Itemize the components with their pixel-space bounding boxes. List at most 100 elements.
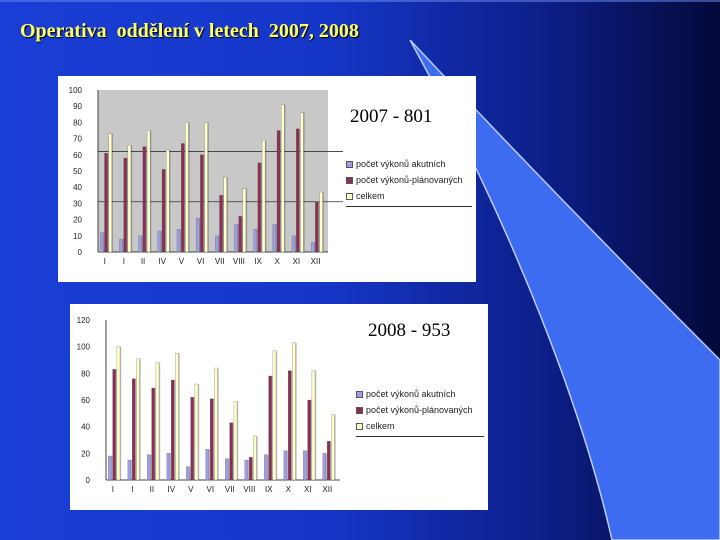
x-tick-label: IX: [265, 485, 273, 494]
bar-celkem: [116, 346, 121, 481]
x-tick-label: XI: [304, 485, 312, 494]
x-tick-label: XII: [311, 257, 321, 266]
bar-planovanych-shade: [126, 158, 128, 252]
bar-planovanych-shade: [174, 380, 176, 480]
bar-akutnich: [310, 242, 315, 253]
bar-celkem: [185, 122, 189, 253]
bar-celkem: [242, 188, 247, 253]
bar-akutnich: [234, 224, 238, 253]
bar-akutnich-shade: [275, 224, 278, 252]
slide-title: Operativa oddělení v letech 2007, 2008: [20, 20, 359, 42]
chart-2008: 0 20 40 60 80 100 120 I I II IV V VI VII VIII IX X XI XII …: [70, 304, 488, 510]
bar-celkem-shade: [237, 401, 239, 480]
x-tick-label: VI: [197, 257, 205, 266]
x-tick-label: V: [188, 485, 194, 494]
bar-planovanych-shade: [280, 130, 282, 252]
bar-akutnich-shade: [267, 454, 269, 480]
bar-celkem-shade: [178, 353, 180, 480]
chart-2007-title: 2007 - 801: [350, 106, 433, 127]
bar-celkem-shade: [276, 350, 278, 480]
bar-celkem-shade: [303, 112, 305, 253]
bar-akutnich-shade: [306, 450, 308, 480]
bar-akutnich: [283, 450, 288, 481]
bar-celkem: [331, 414, 335, 481]
bar-akutnich: [225, 458, 229, 481]
bar-celkem: [319, 191, 323, 253]
legend-label-akutnich: počet výkonů akutních: [366, 389, 456, 399]
bar-planovanych-shade: [271, 376, 273, 480]
bar-celkem-shade: [334, 414, 336, 480]
bar-planovanych: [287, 370, 292, 481]
bar-planovanych: [326, 441, 331, 481]
bar-celkem: [223, 177, 227, 253]
legend-swatch-planovanych: [356, 406, 363, 414]
bar-akutnich: [244, 459, 249, 481]
legend-label-akutnich: počet výkonů akutních: [356, 159, 446, 169]
x-tick-label: IV: [168, 485, 176, 494]
bar-akutnich-shade: [218, 235, 220, 252]
bar-planovanych-shade: [299, 128, 301, 252]
bar-celkem-shade: [188, 122, 190, 253]
y-tick-label: 0: [86, 476, 91, 485]
legend-label-celkem: celkem: [356, 191, 385, 201]
bar-akutnich: [303, 450, 307, 481]
bar-celkem-shade: [111, 133, 113, 252]
bar-akutnich-shade: [325, 453, 328, 480]
legend-item-akutnich: počet výkonů akutních: [356, 386, 484, 402]
bar-celkem: [127, 144, 132, 253]
bar-akutnich-shade: [256, 229, 258, 252]
bar-celkem: [281, 104, 285, 253]
bar-planovanych: [229, 422, 233, 481]
bar-akutnich-shade: [286, 450, 289, 480]
bar-celkem: [108, 133, 112, 253]
bar-celkem: [155, 362, 160, 481]
y-tick-label: 20: [73, 216, 82, 225]
bar-celkem: [253, 435, 257, 481]
bar-planovanych-shade: [135, 378, 137, 480]
bar-planovanych-shade: [193, 397, 195, 480]
x-tick-label: II: [150, 485, 154, 494]
bar-celkem: [292, 342, 296, 481]
chart-2008-legend: počet výkonů akutních počet výkonů-pláno…: [356, 386, 484, 437]
y-tick-label: 60: [73, 151, 82, 160]
bar-planovanych-shade: [184, 143, 186, 252]
bar-akutnich-shade: [237, 224, 239, 252]
bar-celkem-shade: [169, 149, 171, 252]
legend-label-planovanych: počet výkonů-plánovaných: [356, 175, 463, 185]
legend-item-planovanych: počet výkonů-plánovaných: [346, 172, 472, 188]
bar-celkem: [214, 367, 218, 481]
y-tick-label: 100: [69, 86, 83, 95]
y-tick-label: 70: [73, 135, 82, 144]
bar-akutnich: [157, 230, 161, 253]
bar-akutnich: [166, 453, 171, 481]
bar-celkem: [311, 370, 316, 481]
bar-akutnich: [253, 229, 257, 253]
bar-planovanych: [104, 153, 108, 253]
bar-planovanych: [123, 157, 127, 253]
bar-akutnich: [138, 235, 142, 253]
x-tick-label: VII: [225, 485, 235, 494]
bar-akutnich-shade: [189, 466, 191, 480]
legend-item-planovanych: počet výkonů-plánovaných: [356, 402, 484, 418]
bar-akutnich: [127, 459, 132, 481]
plot-area: [98, 90, 328, 252]
bar-planovanych-shade: [232, 422, 234, 480]
bar-celkem: [300, 112, 304, 253]
legend-item-celkem: celkem: [346, 188, 472, 204]
bar-celkem-shade: [120, 346, 122, 480]
legend-swatch-celkem: [356, 422, 363, 430]
bar-celkem: [233, 401, 238, 481]
bar-planovanych: [181, 143, 185, 253]
bar-akutnich-shade: [208, 449, 211, 480]
x-tick-label: V: [179, 257, 185, 266]
bar-akutnich: [108, 455, 112, 481]
bar-planovanych-shade: [291, 370, 293, 480]
y-tick-label: 80: [81, 369, 90, 378]
x-tick-label: VI: [207, 485, 215, 494]
y-tick-label: 40: [81, 423, 90, 432]
bar-planovanych-shade: [154, 388, 156, 480]
bar-planovanych: [238, 216, 242, 253]
bar-planovanych: [296, 128, 300, 253]
bar-celkem-shade: [150, 130, 152, 252]
bar-celkem-shade: [265, 140, 267, 252]
